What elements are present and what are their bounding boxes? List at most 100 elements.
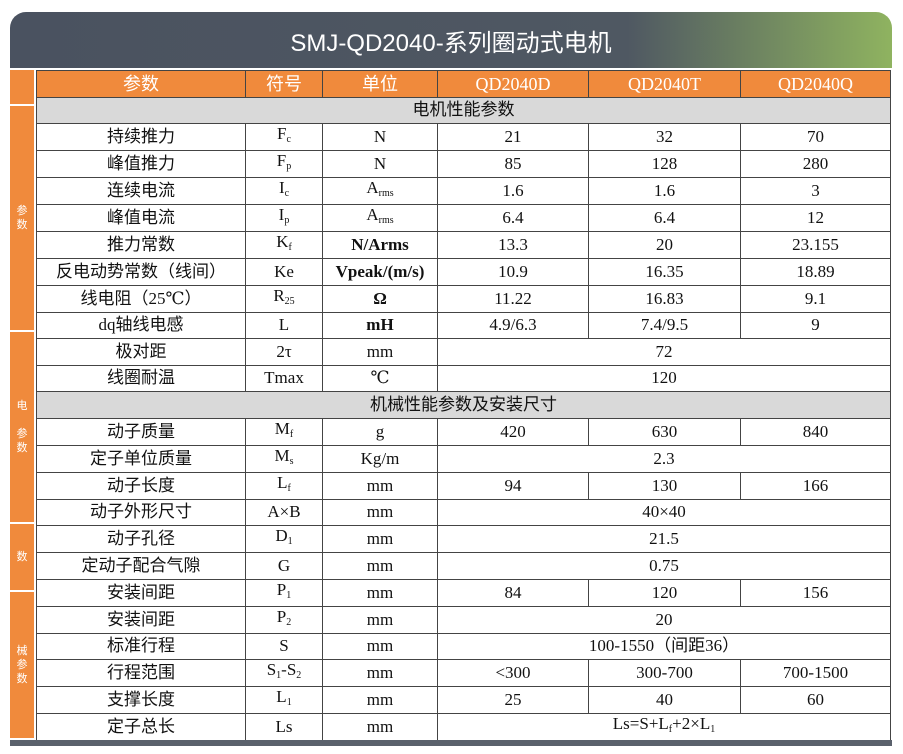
- subscript: 2: [296, 670, 302, 681]
- unit: mm: [322, 338, 438, 366]
- text: P: [276, 579, 287, 599]
- value: 630: [588, 417, 741, 446]
- value: 32: [588, 123, 741, 151]
- value: 120: [588, 578, 741, 607]
- symbol: Mf: [245, 417, 323, 446]
- text: L: [278, 315, 290, 335]
- unit: mm: [322, 578, 438, 607]
- value: 21: [437, 123, 589, 151]
- data-row: 定子单位质量 Ms Kg/m 2.3: [36, 444, 891, 473]
- text: A×B: [267, 502, 301, 522]
- value: 420: [437, 417, 589, 446]
- text: A: [366, 205, 379, 224]
- data-row: 定子总长 Ls mm Ls=S+Lf+2×L1: [36, 713, 891, 741]
- spec-table: 参数 符号 单位 QD2040D QD2040T QD2040Q 电机性能参数 持续推力 Fc N…: [36, 70, 891, 741]
- text: ℃: [370, 368, 390, 388]
- bottom-bar: [10, 740, 892, 746]
- symbol: Fp: [245, 150, 323, 178]
- value: 3: [740, 177, 891, 205]
- unit: mm: [322, 713, 438, 741]
- text: -S: [281, 660, 297, 679]
- value: 156: [740, 578, 891, 607]
- header-cell: 符号: [245, 70, 323, 98]
- value: 11.22: [437, 284, 589, 313]
- unit: mm: [322, 552, 438, 580]
- value: 21.5: [437, 525, 891, 553]
- subscript: 1: [286, 589, 292, 601]
- value: 700-1500: [740, 659, 891, 687]
- symbol: Fc: [245, 123, 323, 151]
- value: 25: [437, 686, 589, 714]
- param: 线电阻（25℃）: [36, 284, 246, 313]
- text: mm: [366, 717, 394, 736]
- data-row: 支撑长度 L1 mm 25 40 60: [36, 686, 891, 714]
- value: 6.4: [588, 204, 741, 232]
- text: M: [274, 418, 290, 438]
- param: dq轴线电感: [36, 311, 246, 339]
- data-row: 峰值推力 Fp N 85 128 280: [36, 150, 891, 178]
- header-cell: 参数: [36, 70, 246, 98]
- unit: mm: [322, 659, 438, 687]
- text: A: [366, 178, 379, 197]
- param: 推力常数: [36, 231, 246, 259]
- text: Kg/m: [360, 448, 400, 468]
- text: N: [373, 127, 387, 146]
- text: mm: [366, 663, 394, 682]
- symbol: Ls: [245, 713, 323, 741]
- symbol: S1-S2: [245, 659, 323, 687]
- unit: mm: [322, 605, 438, 634]
- value: 6.4: [437, 204, 589, 232]
- value: 840: [740, 417, 891, 446]
- bold: N/Arms: [351, 235, 409, 254]
- text: mH: [366, 315, 394, 335]
- unit: Kg/m: [322, 444, 438, 473]
- param: 安装间距: [36, 605, 246, 634]
- symbol: S: [245, 632, 323, 660]
- subscript: 1: [276, 670, 282, 681]
- data-row: 连续电流 Ic Arms 1.6 1.6 3: [36, 177, 891, 205]
- section-row: 电机性能参数: [36, 96, 891, 124]
- param: 极对距: [36, 338, 246, 366]
- unit: Ω: [322, 284, 438, 313]
- value: 9.1: [740, 284, 891, 313]
- header-cell: QD2040D: [437, 70, 589, 98]
- text: D: [275, 526, 288, 545]
- text: Vpeak/(m/s): [335, 261, 425, 281]
- data-row: 线圈耐温 Tmax ℃ 120: [36, 364, 891, 392]
- side-label: 电 参 数: [10, 332, 34, 522]
- bold: Ω: [373, 289, 387, 308]
- unit: N/Arms: [322, 231, 438, 259]
- symbol: Ke: [245, 258, 323, 286]
- subscript: rms: [378, 215, 394, 226]
- text: Tmax: [264, 368, 304, 388]
- text: I: [278, 205, 285, 224]
- symbol: L1: [245, 686, 323, 714]
- title: SMJ-QD2040-系列圈动式电机: [10, 12, 892, 68]
- unit: mm: [322, 686, 438, 714]
- subscript: f: [288, 242, 292, 253]
- subscript: 1: [287, 536, 293, 547]
- param: 持续推力: [36, 123, 246, 151]
- value: 40: [588, 686, 741, 714]
- side-label: 参 数: [10, 106, 34, 330]
- unit: mm: [322, 632, 438, 660]
- header-cell: QD2040T: [588, 70, 741, 98]
- text: S: [266, 660, 277, 679]
- param: 定子总长: [36, 713, 246, 741]
- symbol: Ip: [245, 204, 323, 232]
- text: F: [277, 124, 287, 143]
- param: 连续电流: [36, 177, 246, 205]
- data-row: 持续推力 Fc N 21 32 70: [36, 123, 891, 151]
- unit: ℃: [322, 364, 438, 392]
- symbol: Kf: [245, 231, 323, 259]
- value: 0.75: [437, 552, 891, 580]
- value: 16.83: [588, 284, 741, 313]
- side-label: [10, 70, 34, 104]
- value: 13.3: [437, 231, 589, 259]
- text: mm: [366, 341, 394, 361]
- text: Ω: [373, 288, 387, 308]
- param: 定动子配合气隙: [36, 552, 246, 580]
- param: 峰值电流: [36, 204, 246, 232]
- param: 安装间距: [36, 578, 246, 607]
